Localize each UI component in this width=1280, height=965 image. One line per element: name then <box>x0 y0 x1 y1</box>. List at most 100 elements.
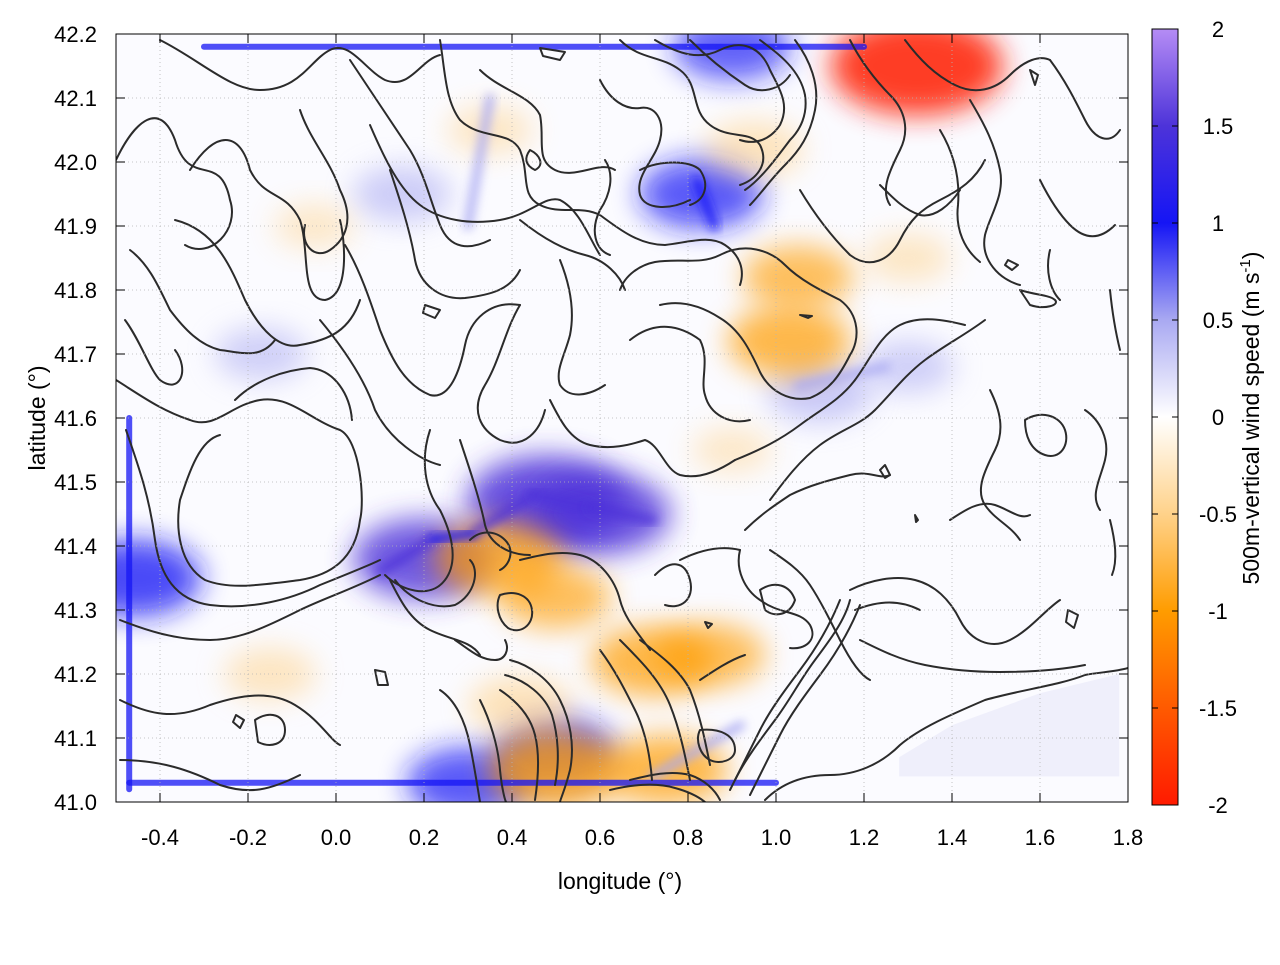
contour-line <box>1109 289 1121 351</box>
contour-line <box>859 639 1086 673</box>
y-tick-label: 41.7 <box>54 342 97 367</box>
contour-line <box>504 674 559 786</box>
terrain-contour-layer <box>116 39 1128 802</box>
contour-line <box>557 259 606 396</box>
contour-line <box>629 325 751 423</box>
colorbar-tick-label: 0 <box>1212 405 1224 430</box>
contour-line <box>699 654 746 681</box>
contour-line <box>116 379 363 587</box>
contour-line <box>734 318 966 461</box>
contour-line <box>1039 179 1116 238</box>
colorbar-tick-label: 2 <box>1212 17 1224 42</box>
colorbar-tick-labels: 2 1.5 1 0.5 0 -0.5 -1 -1.5 -2 <box>1199 17 1237 818</box>
wind-cell-downdraft-0.3-42.05 <box>446 105 534 155</box>
wind-cell-downdraft-0.15-41.2 <box>223 647 317 701</box>
contour-line <box>734 599 851 781</box>
contour-line <box>654 39 786 143</box>
contour-line <box>969 99 1021 286</box>
wind-cell-updraft-west-boundary <box>116 539 202 617</box>
wind-cell-downdraft-1.3-41.85 <box>864 233 952 283</box>
x-tick-label: 1.2 <box>849 825 880 850</box>
y-axis-tick-labels: 41.0 41.1 41.2 41.3 41.4 41.5 41.6 41.7 41.8 41.9… <box>54 22 97 815</box>
colorbar-label-main: 500m-vertical wind speed (m s <box>1238 273 1264 585</box>
contour-line <box>349 59 491 248</box>
contour-line <box>124 319 184 386</box>
contour-line <box>549 399 736 478</box>
contour-line <box>479 69 616 174</box>
contour-line <box>737 549 814 650</box>
x-tick-label: 1.6 <box>1025 825 1056 850</box>
y-tick-label: 41.6 <box>54 406 97 431</box>
y-tick-label: 41.3 <box>54 598 97 623</box>
x-axis-label: longitude (°) <box>558 868 682 894</box>
contour-line <box>1029 69 1039 86</box>
contour-line <box>374 669 389 686</box>
colorbar-tick-label: 1.5 <box>1203 114 1234 139</box>
contour-line <box>764 667 1128 801</box>
colorbar-label-end: ) <box>1238 252 1264 260</box>
colorbar-ticks <box>1152 28 1178 806</box>
x-tick-label: 0.6 <box>585 825 616 850</box>
axis-ticks <box>116 33 1129 803</box>
contour-line <box>509 659 573 802</box>
wind-cell-downdraft-1.0-41.7 <box>727 306 851 377</box>
contour-line <box>679 547 741 561</box>
updraft-band <box>375 535 438 577</box>
contour-line <box>749 39 818 206</box>
contour-line <box>854 601 921 611</box>
contour-line <box>744 472 891 531</box>
contour-line <box>599 214 743 286</box>
contour-line <box>1004 259 1019 271</box>
contour-line <box>979 389 1021 541</box>
contour-line <box>1024 413 1068 457</box>
y-tick-label: 41.8 <box>54 278 97 303</box>
wind-cell-downdraft-0.0-41.9 <box>273 203 355 249</box>
x-tick-label: -0.4 <box>141 825 179 850</box>
contour-line <box>799 314 813 319</box>
contour-line <box>599 649 653 781</box>
x-tick-label: 1.0 <box>761 825 792 850</box>
contour-line <box>609 783 706 802</box>
y-tick-label: 42.1 <box>54 86 97 111</box>
updraft-band <box>793 362 891 391</box>
contour-line <box>394 559 476 608</box>
contour-line <box>1084 409 1108 511</box>
contour-line <box>769 319 986 501</box>
x-tick-label: 1.8 <box>1113 825 1144 850</box>
x-tick-label: -0.2 <box>229 825 267 850</box>
colorbar-tick-label: -1 <box>1208 599 1228 624</box>
wind-cell-downdraft-0.42-41.15 <box>468 676 574 736</box>
updraft-band <box>428 528 477 545</box>
colorbar: 2 1.5 1 0.5 0 -0.5 -1 -1.5 -2 500m-vertical wind… <box>1151 17 1264 818</box>
wind-cell-downdraft-0.5-41.06 <box>488 731 624 802</box>
wind-cell-downdraft-0.9-42.03 <box>704 121 804 178</box>
wind-cell-downdraft-1.32-42.15 <box>830 34 1004 116</box>
contour-line <box>769 549 871 681</box>
y-tick-label: 41.4 <box>54 534 97 559</box>
contour-line <box>914 514 919 523</box>
contour-line <box>1109 519 1117 576</box>
contour-line <box>499 689 540 801</box>
contour-line <box>879 184 961 217</box>
contour-line <box>119 759 301 792</box>
domain-boundary-layer <box>126 43 1120 793</box>
contour-line <box>879 464 891 479</box>
y-tick-label: 42.0 <box>54 150 97 175</box>
contour-line <box>119 694 341 746</box>
sea-area <box>899 674 1120 777</box>
colorbar-tick-label: -1.5 <box>1199 696 1237 721</box>
colorbar-tick-label: 1 <box>1212 211 1224 236</box>
contour-line <box>1065 609 1079 629</box>
wind-cell-updraft-band-1.3 <box>861 340 955 394</box>
contour-line <box>1047 249 1061 301</box>
y-axis-label: latitude (°) <box>24 365 50 470</box>
updraft-band <box>586 503 658 525</box>
contour-line <box>384 429 454 593</box>
contour-line <box>254 713 286 746</box>
updraft-band <box>467 490 539 538</box>
contour-line <box>389 579 481 656</box>
contour-line <box>116 117 233 250</box>
grid-layer <box>116 34 1128 802</box>
contour-line <box>619 39 765 186</box>
